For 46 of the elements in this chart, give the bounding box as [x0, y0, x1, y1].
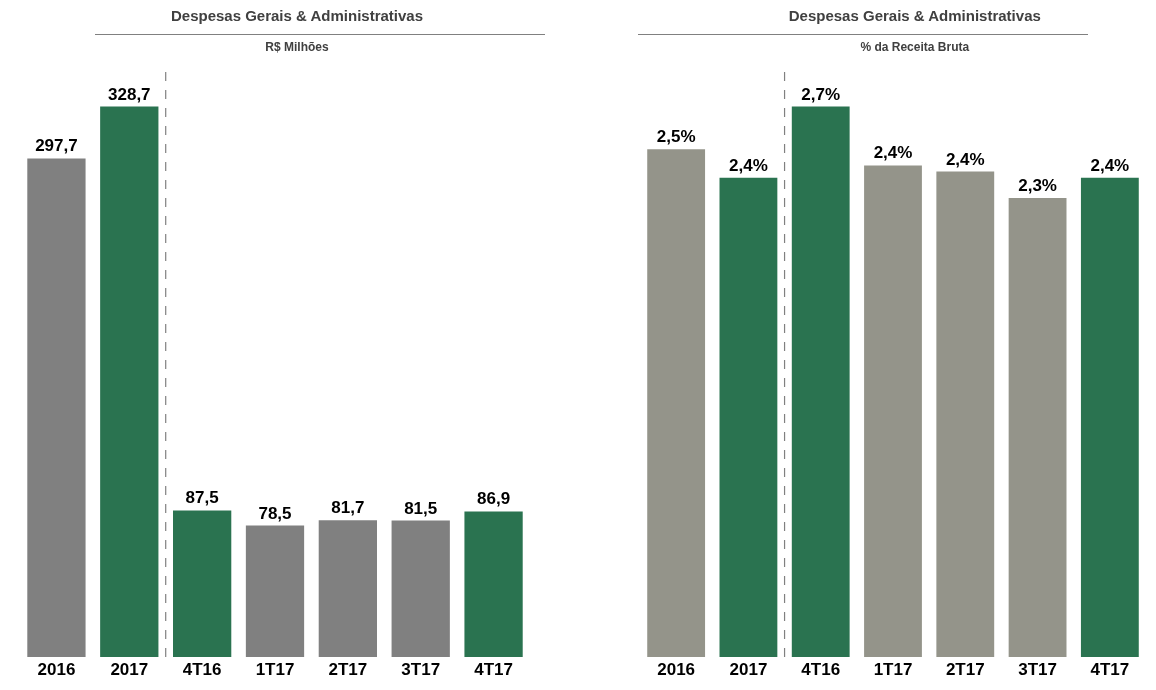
- x-tick-label: 4T16: [801, 660, 841, 679]
- x-tick-label: 2017: [110, 660, 149, 679]
- chart-subtitle: R$ Milhões: [265, 40, 329, 55]
- x-tick-label: 2T17: [328, 660, 368, 679]
- x-tick-label: 4T16: [182, 660, 222, 679]
- data-label: 81,5: [404, 498, 438, 518]
- x-tick-label: 2016: [657, 660, 696, 679]
- bar: [1008, 197, 1067, 657]
- x-tick-label: 3T17: [1018, 660, 1057, 679]
- bar: [318, 520, 377, 657]
- chart-title: Despesas Gerais & Administrativas: [170, 6, 424, 24]
- data-label: 328,7: [108, 84, 151, 104]
- bar: [464, 511, 523, 657]
- data-label: 87,5: [185, 488, 219, 508]
- bar: [719, 177, 778, 657]
- x-tick-label: 1T17: [873, 660, 913, 679]
- x-tick-label: 2017: [729, 660, 768, 679]
- data-label: 2,4%: [729, 155, 768, 175]
- data-label: 297,7: [35, 136, 78, 156]
- data-label: 81,7: [331, 498, 365, 518]
- data-label: 78,5: [258, 503, 292, 523]
- bar: [1080, 177, 1139, 657]
- x-tick-label: 2T17: [945, 660, 985, 679]
- x-tick-label: 4T17: [1090, 660, 1130, 679]
- bar: [647, 149, 706, 657]
- x-tick-label: 1T17: [255, 660, 295, 679]
- bar: [100, 106, 159, 657]
- x-tick-label: 2016: [37, 660, 76, 679]
- data-label: 2,3%: [1018, 175, 1057, 195]
- data-label: 2,5%: [656, 127, 696, 147]
- x-tick-label: 4T17: [474, 660, 513, 679]
- x-tick-label: 3T17: [401, 660, 441, 679]
- data-label: 2,7%: [801, 84, 841, 104]
- data-label: 2,4%: [945, 149, 985, 169]
- data-label: 2,4%: [873, 143, 913, 163]
- chart-subtitle: % da Receita Bruta: [860, 40, 970, 55]
- data-label: 86,9: [477, 489, 511, 509]
- chart-title: Despesas Gerais & Administrativas: [788, 6, 1041, 24]
- bar: [391, 520, 450, 657]
- bar: [791, 106, 850, 657]
- data-label: 2,4%: [1090, 155, 1130, 175]
- bar: [936, 171, 995, 657]
- bar: [173, 510, 232, 657]
- bar: [864, 165, 922, 657]
- bar: [27, 158, 86, 657]
- bar: [245, 525, 305, 657]
